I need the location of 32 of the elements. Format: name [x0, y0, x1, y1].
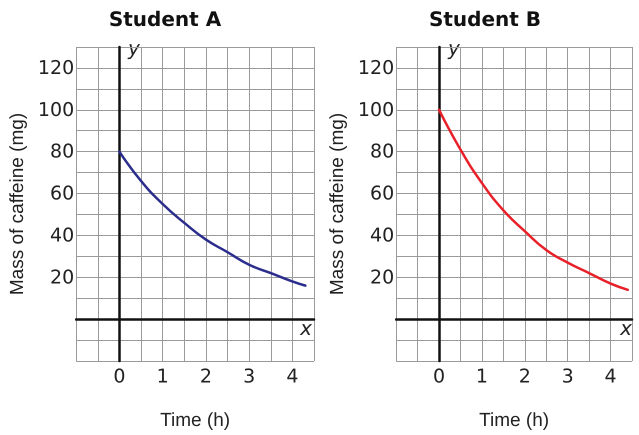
- y-tick-label: 100: [38, 98, 74, 121]
- line-series: [438, 108, 629, 292]
- y-tick-label: 80: [370, 140, 394, 163]
- x-tick-label: 4: [604, 366, 617, 388]
- annotation: x: [299, 316, 312, 340]
- x-axis-title: Time (h): [160, 410, 230, 431]
- y-axis-title: Mass of caffeine (mg): [327, 112, 348, 296]
- x-tick-label: 3: [243, 366, 256, 388]
- x-tick-label: 4: [286, 366, 298, 388]
- x-tick-label: 2: [200, 366, 212, 388]
- line-series: [118, 150, 307, 287]
- y-tick-label: 60: [50, 182, 74, 205]
- y-tick-label: 80: [50, 140, 74, 163]
- chart-title: Student B: [428, 7, 542, 31]
- chart-title: Student A: [108, 7, 222, 31]
- x-tick-label: 1: [156, 366, 169, 388]
- x-tick-label: 2: [518, 366, 531, 388]
- y-tick-label: 40: [370, 224, 394, 246]
- y-tick-label: 100: [358, 98, 394, 121]
- x-tick-label: 3: [562, 366, 574, 388]
- y-axis-title: Mass of caffeine (mg): [7, 112, 28, 296]
- y-tick-label: 120: [358, 56, 394, 79]
- y-tick-label: 60: [370, 182, 394, 205]
- x-tick-label: 0: [113, 366, 126, 388]
- y-tick-label: 20: [370, 266, 394, 288]
- x-axis-title: Time (h): [479, 410, 550, 431]
- y-tick-label: 120: [38, 56, 74, 79]
- y-tick-label: 20: [50, 266, 74, 288]
- x-tick-label: 0: [432, 366, 446, 388]
- annotation: x: [619, 316, 632, 340]
- x-tick-label: 1: [476, 366, 488, 388]
- y-tick-label: 40: [50, 224, 74, 246]
